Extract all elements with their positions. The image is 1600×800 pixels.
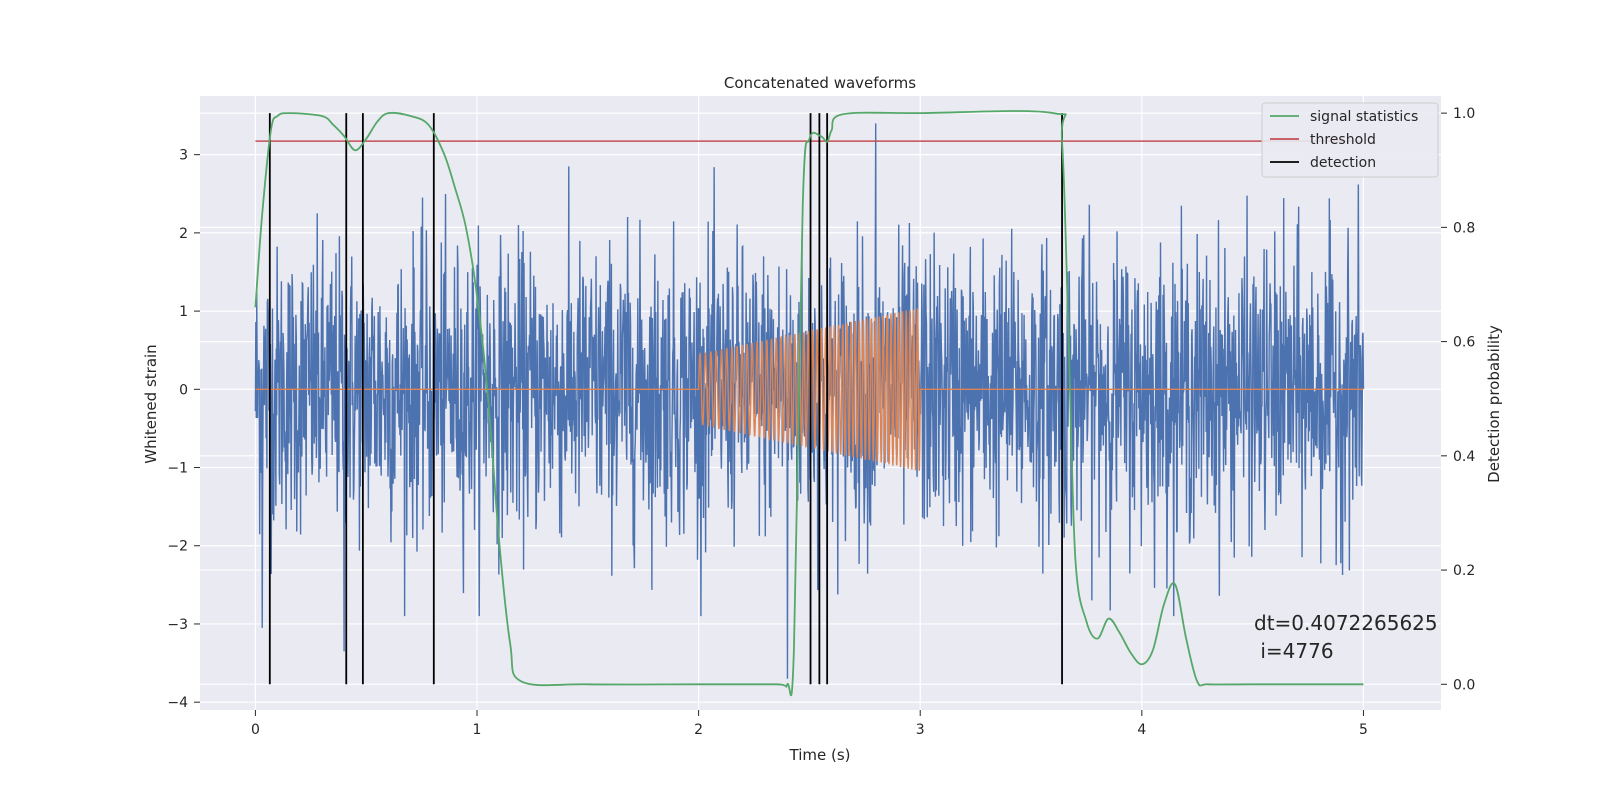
y-left-tick-label-6: 2 <box>179 226 188 242</box>
x-tick-label-0: 0 <box>251 722 260 738</box>
y-axis-label-right: Detection probability <box>1485 325 1503 483</box>
legend-box <box>1261 102 1439 178</box>
x-tick-label-5: 5 <box>1359 722 1368 738</box>
chart-title: Concatenated waveforms <box>724 74 916 92</box>
y-left-tick-label-1: −3 <box>167 617 188 633</box>
y-left-tick-label-5: 1 <box>179 304 188 320</box>
y-right-tick-label-0: 0.0 <box>1453 677 1475 693</box>
detection-series <box>268 113 1063 685</box>
annotation-index: i=4776 <box>1254 639 1334 663</box>
signal-statistics-line <box>254 110 1364 697</box>
y-right-tick-label-2: 0.4 <box>1453 449 1475 465</box>
x-tick-label-2: 2 <box>694 722 703 738</box>
y-left-tick-label-4: 0 <box>179 382 188 398</box>
legend-label-detection: detection <box>1310 155 1376 171</box>
legend-label-signal-statistics: signal statistics <box>1310 109 1418 125</box>
y-left-tick-label-0: −4 <box>167 695 188 711</box>
y-left-tick-label-7: 3 <box>179 148 188 164</box>
x-axis-label: Time (s) <box>789 746 851 764</box>
y-left-tick-label-3: −1 <box>167 461 188 477</box>
x-tick-label-4: 4 <box>1137 722 1146 738</box>
legend: signal statistics threshold detection <box>1261 102 1439 178</box>
y-right-tick-label-4: 0.8 <box>1453 220 1475 236</box>
chirp-line <box>255 308 1364 471</box>
x-tick-label-3: 3 <box>916 722 925 738</box>
legend-label-threshold: threshold <box>1310 132 1376 148</box>
y-right-tick-label-1: 0.2 <box>1453 563 1475 579</box>
y-left-tick-label-2: −2 <box>167 539 188 555</box>
y-right-tick-label-5: 1.0 <box>1453 106 1475 122</box>
annotation-dt: dt=0.4072265625 <box>1254 611 1438 635</box>
chirp-series <box>255 308 1364 471</box>
signal-statistics-series <box>254 110 1364 697</box>
y-axis-label-left: Whitened strain <box>142 344 160 463</box>
x-tick-label-1: 1 <box>473 722 482 738</box>
y-right-tick-label-3: 0.6 <box>1453 335 1475 351</box>
ticks: 0 1 2 3 4 5 −4 −3 −2 −1 0 1 2 3 0.0 0.2 0.4 0.6 0.8 1.0 <box>167 106 1475 738</box>
